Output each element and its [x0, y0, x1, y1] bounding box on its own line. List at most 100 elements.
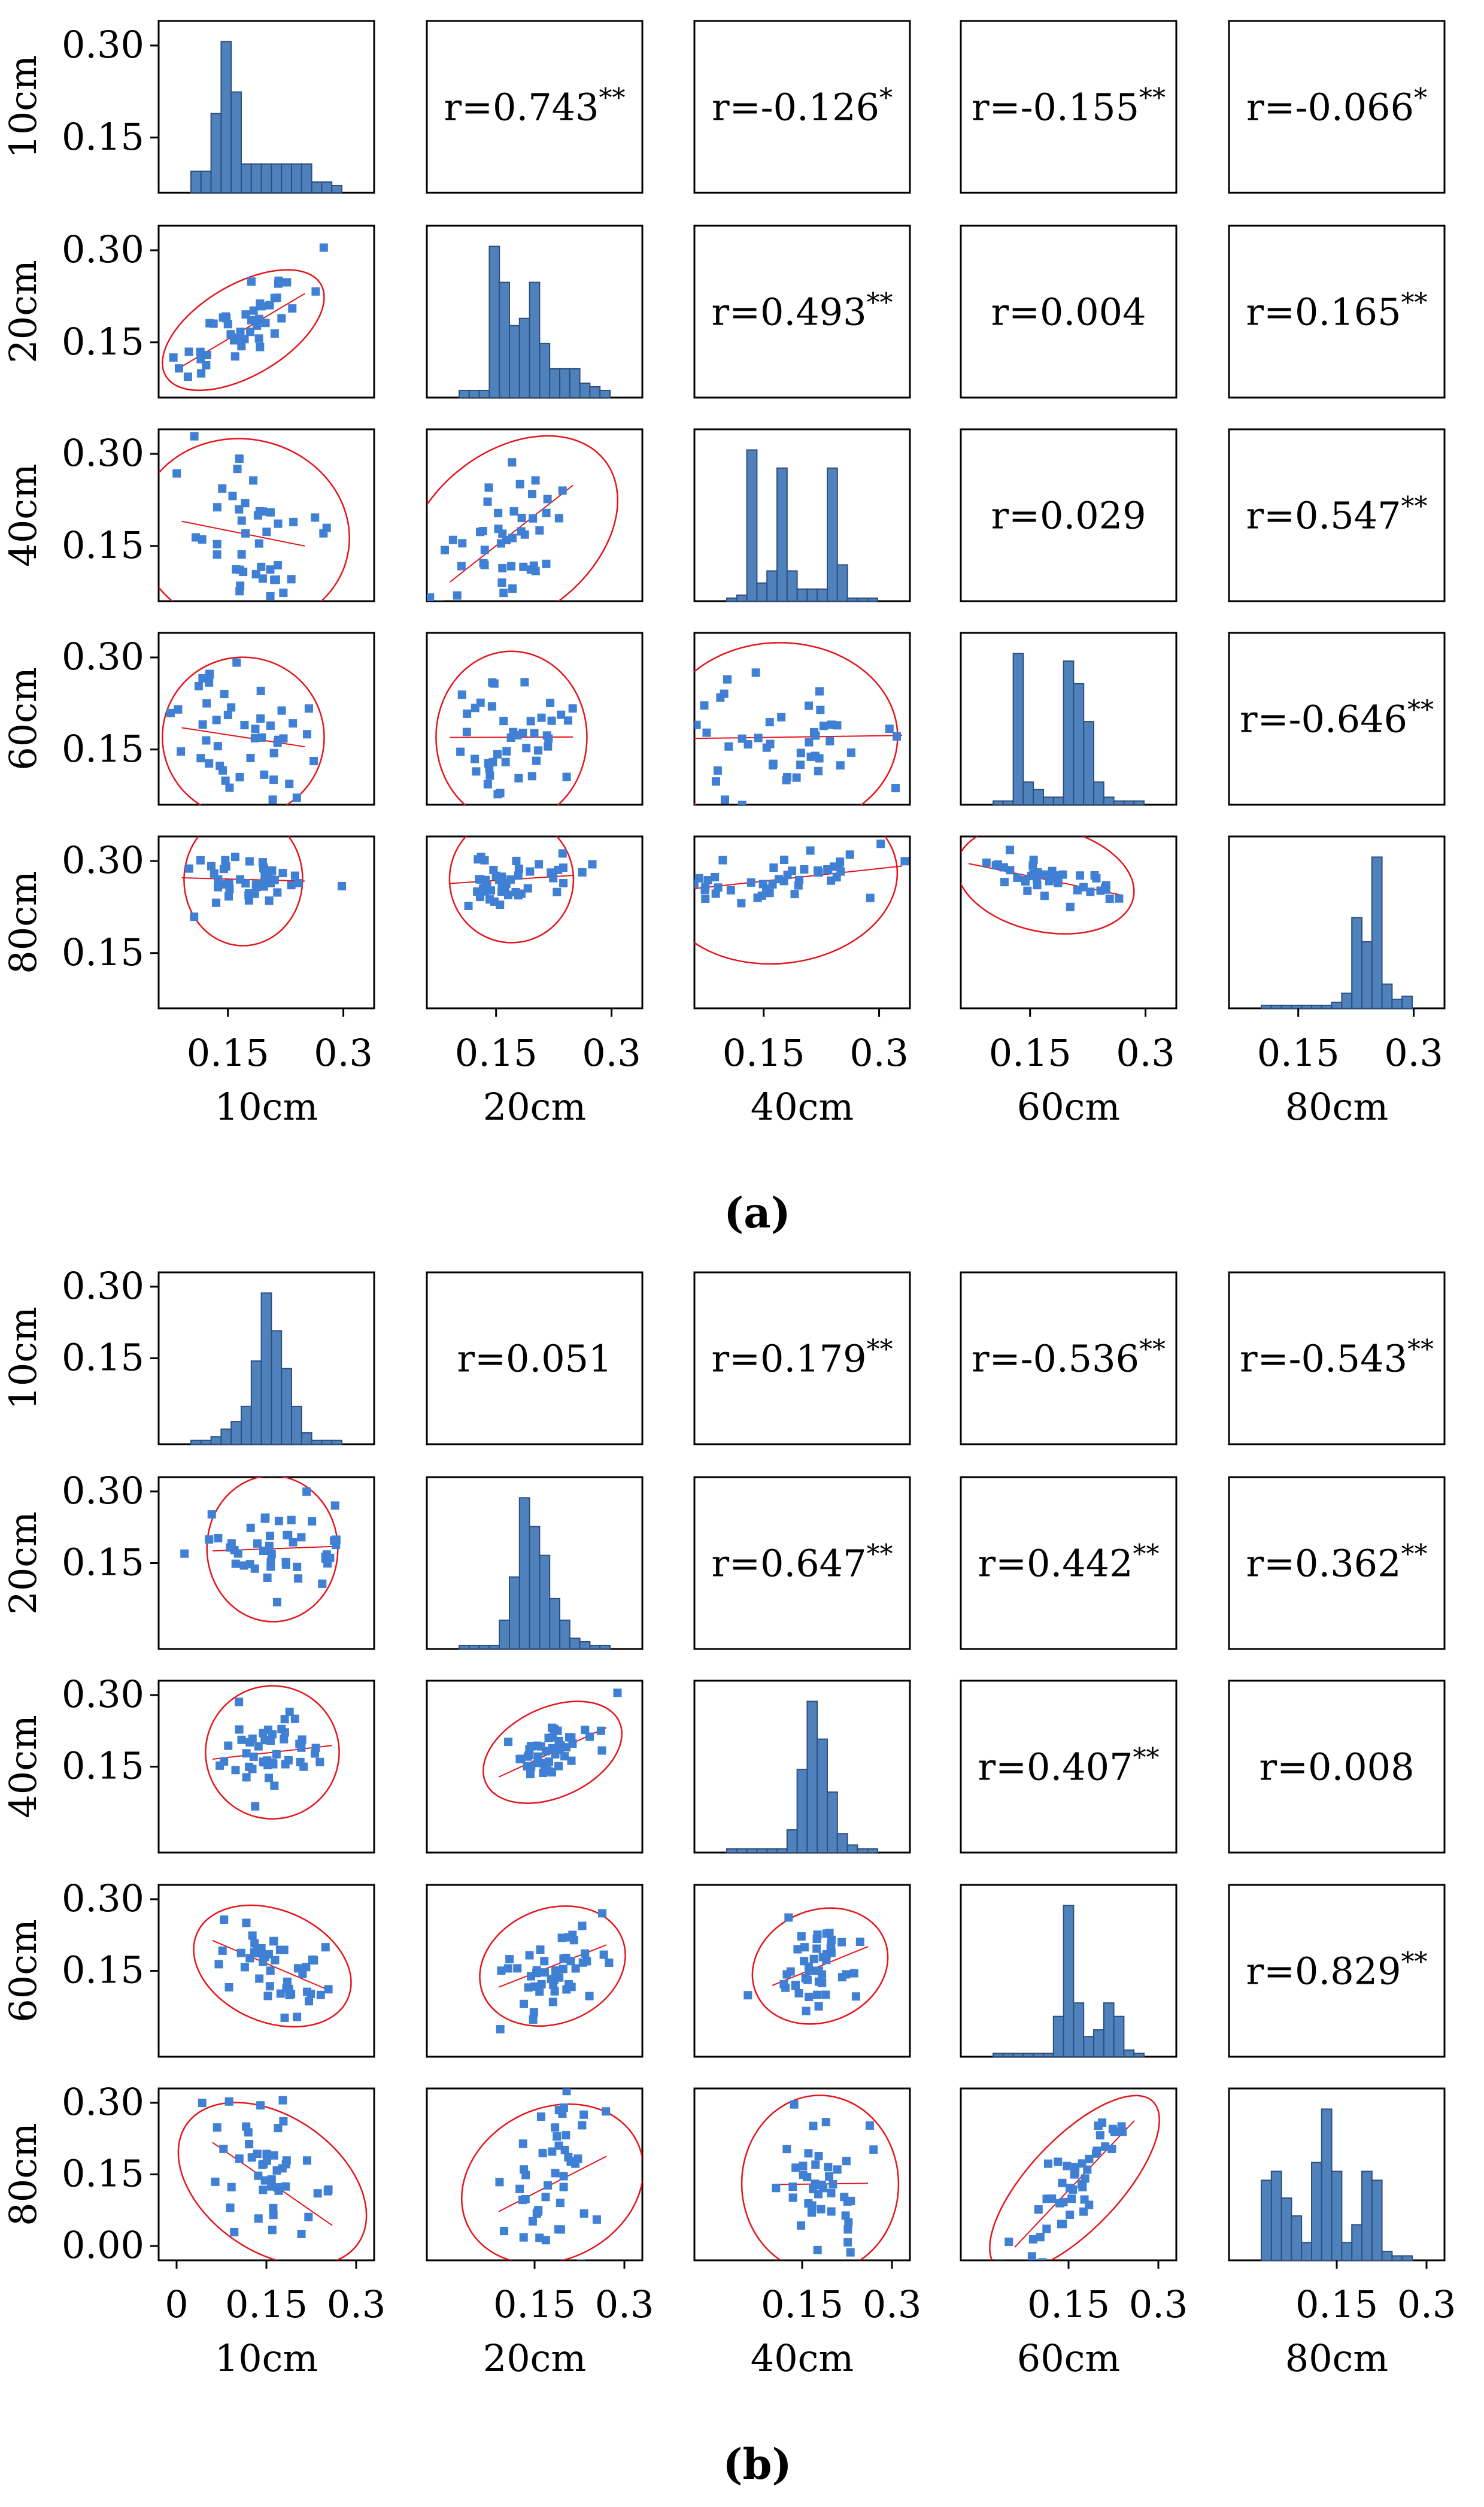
scatter-point	[605, 1958, 614, 1967]
significance-stars: **	[1407, 695, 1434, 726]
scatter-point	[554, 2106, 563, 2115]
correlation-label: r=-0.536**	[972, 1335, 1166, 1381]
histogram-bar	[1002, 2053, 1014, 2057]
scatter-point	[765, 718, 774, 727]
panel-r1-c4: r=0.362**	[1228, 1476, 1446, 1650]
scatter-point	[255, 314, 264, 323]
histogram-bar	[1351, 917, 1362, 1009]
scatter-point	[230, 853, 239, 862]
scatter-point	[846, 748, 855, 757]
scatter-point	[337, 881, 346, 890]
significance-stars: **	[1401, 288, 1428, 319]
correlation-value: r=0.051	[457, 1337, 612, 1381]
scatter-point	[1095, 2131, 1104, 2140]
panel-frame	[426, 835, 644, 1010]
panel-r3-c2	[693, 1884, 911, 2058]
scatter-point	[836, 761, 845, 770]
scatter-point	[814, 766, 823, 775]
scatter-point	[585, 1991, 594, 2000]
histogram-bar	[1361, 2170, 1373, 2262]
scatter-point	[519, 562, 528, 571]
scatter-point	[821, 2118, 830, 2127]
histogram-bar	[1052, 2015, 1064, 2057]
column-variable-label: 80cm	[1285, 2336, 1388, 2380]
histogram-bar	[599, 1644, 611, 1650]
scatter-point	[266, 1532, 275, 1541]
scatter-point	[472, 767, 481, 776]
y-tick-label: 0.30	[62, 2080, 144, 2124]
scatter-point	[249, 476, 258, 485]
panel-frame	[693, 225, 911, 399]
panel-r4-c0: 0.30 0.15 80cm 0.15 0.3 10cm	[1, 835, 375, 1129]
scatter-point	[230, 352, 239, 361]
scatter-layer	[180, 1477, 341, 1623]
scatter-point	[296, 1757, 305, 1766]
scatter-point	[581, 1949, 590, 1958]
histogram-bar	[260, 1292, 272, 1445]
row-variable-label: 60cm	[1, 667, 45, 770]
scatter-point	[1063, 2162, 1072, 2170]
scatter-point	[528, 2217, 537, 2226]
histogram-bar	[569, 1637, 581, 1650]
scatter-point	[250, 889, 259, 898]
scatter-point	[218, 766, 227, 775]
column-variable-label: 10cm	[215, 2336, 318, 2380]
scatter-point	[531, 476, 540, 485]
column-variable-label: 40cm	[751, 2336, 854, 2380]
scatter-point	[500, 2227, 509, 2236]
scatter-point	[270, 875, 279, 884]
scatter-point	[279, 2117, 288, 2126]
histogram-bar	[589, 1644, 601, 1650]
scatter-point	[513, 730, 522, 739]
scatter-point	[480, 560, 489, 569]
significance-stars: **	[1133, 1539, 1160, 1570]
scatter-point	[223, 608, 232, 617]
histogram-bar	[311, 181, 323, 193]
scatter-point	[1058, 2220, 1067, 2229]
histogram-bar	[1261, 1004, 1272, 1010]
scatter-point	[982, 858, 991, 867]
scatter-point	[931, 851, 939, 859]
histogram-bar	[1391, 2255, 1403, 2262]
histogram-bar	[190, 1439, 202, 1445]
scatter-point	[254, 1742, 263, 1751]
scatter-point	[220, 1915, 229, 1924]
panel-r2-c0: 0.30 0.15 40cm	[1, 1672, 375, 1854]
correlation-value: r=-0.126	[712, 86, 879, 129]
column-variable-label: 60cm	[1017, 1085, 1120, 1129]
scatter-point	[563, 716, 572, 725]
scatter-point	[436, 601, 444, 609]
scatter-point	[1071, 2163, 1080, 2172]
histogram-bar	[589, 386, 601, 399]
x-tick-label: 0.15	[455, 1031, 538, 1075]
scatter-point	[479, 884, 488, 893]
scatter-point	[276, 1989, 285, 1998]
scatter-point	[266, 1562, 275, 1571]
histogram-bar	[746, 1848, 758, 1854]
scatter-point	[184, 864, 193, 873]
x-tick-label: 0.15	[1027, 2282, 1110, 2326]
scatter-point	[544, 1733, 553, 1742]
scatter-point	[453, 591, 462, 600]
panel-r3-c4: r=0.829**	[1228, 1884, 1446, 2058]
scatter-point	[190, 913, 199, 921]
scatter-point	[855, 1938, 864, 1947]
scatter-point	[578, 2121, 587, 2130]
scatter-point	[448, 535, 457, 544]
panel-frame	[960, 1476, 1178, 1650]
histogram-bar	[736, 594, 748, 602]
scatter-point	[494, 525, 503, 533]
scatter-point	[305, 1997, 314, 2006]
scatter-point	[207, 862, 216, 871]
correlation-label: r=0.407**	[978, 1743, 1159, 1789]
scatter-point	[806, 752, 815, 761]
scatter-point	[255, 1974, 264, 1983]
scatter-point	[266, 565, 275, 574]
histogram-bar	[539, 342, 551, 398]
x-tick-label: 0.3	[1384, 1031, 1443, 1075]
scatter-point	[550, 1975, 559, 1984]
scatter-point	[814, 2002, 823, 2011]
scatter-point	[900, 857, 909, 866]
scatter-point	[265, 301, 274, 310]
scatter-point	[269, 1760, 278, 1769]
